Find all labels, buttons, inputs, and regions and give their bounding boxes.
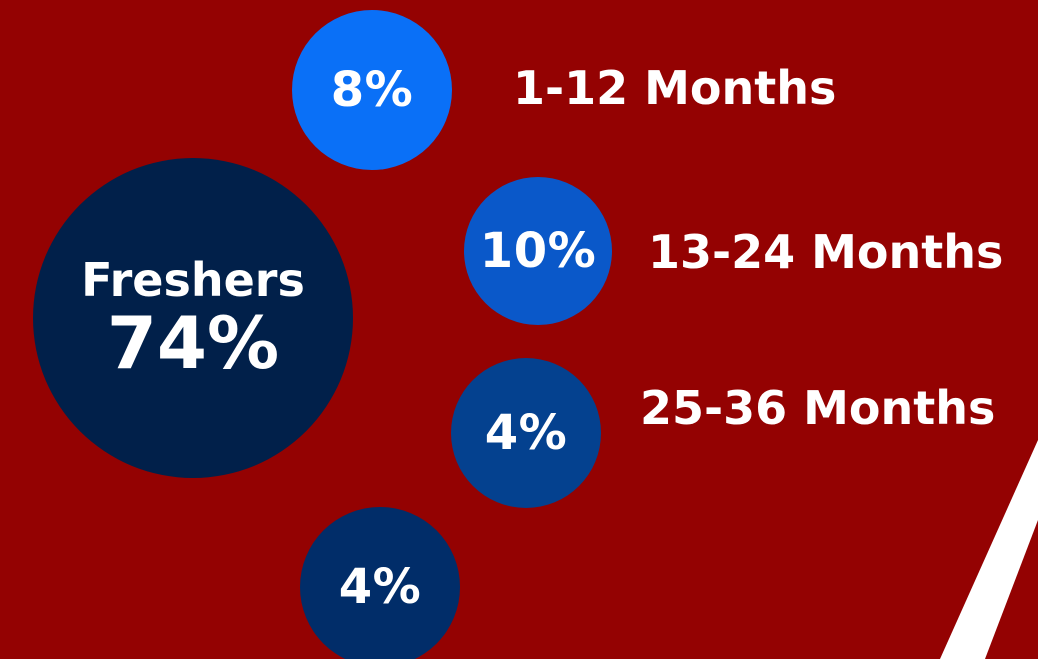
segment-range-label: 13-24 Months <box>648 225 1004 279</box>
segment-bubble: 4% <box>451 358 601 508</box>
segment-range-label: 25-36 Months <box>640 381 996 435</box>
segment-bubble-value: 10% <box>479 223 597 279</box>
diagonal-stripe <box>940 440 1038 659</box>
segment-bubble: 8% <box>292 10 452 170</box>
segment-bubble: 10% <box>464 177 612 325</box>
segment-range-label: 1-12 Months <box>513 61 837 115</box>
segment-bubble-value: 4% <box>484 405 568 461</box>
main-bubble: Freshers 74% <box>33 158 353 478</box>
segment-bubble: 4% <box>300 507 460 659</box>
main-bubble-value: 74% <box>106 300 280 385</box>
segment-bubble-value: 8% <box>330 62 414 118</box>
main-bubble-label: Freshers <box>81 252 305 307</box>
segment-bubble-value: 4% <box>338 559 422 615</box>
